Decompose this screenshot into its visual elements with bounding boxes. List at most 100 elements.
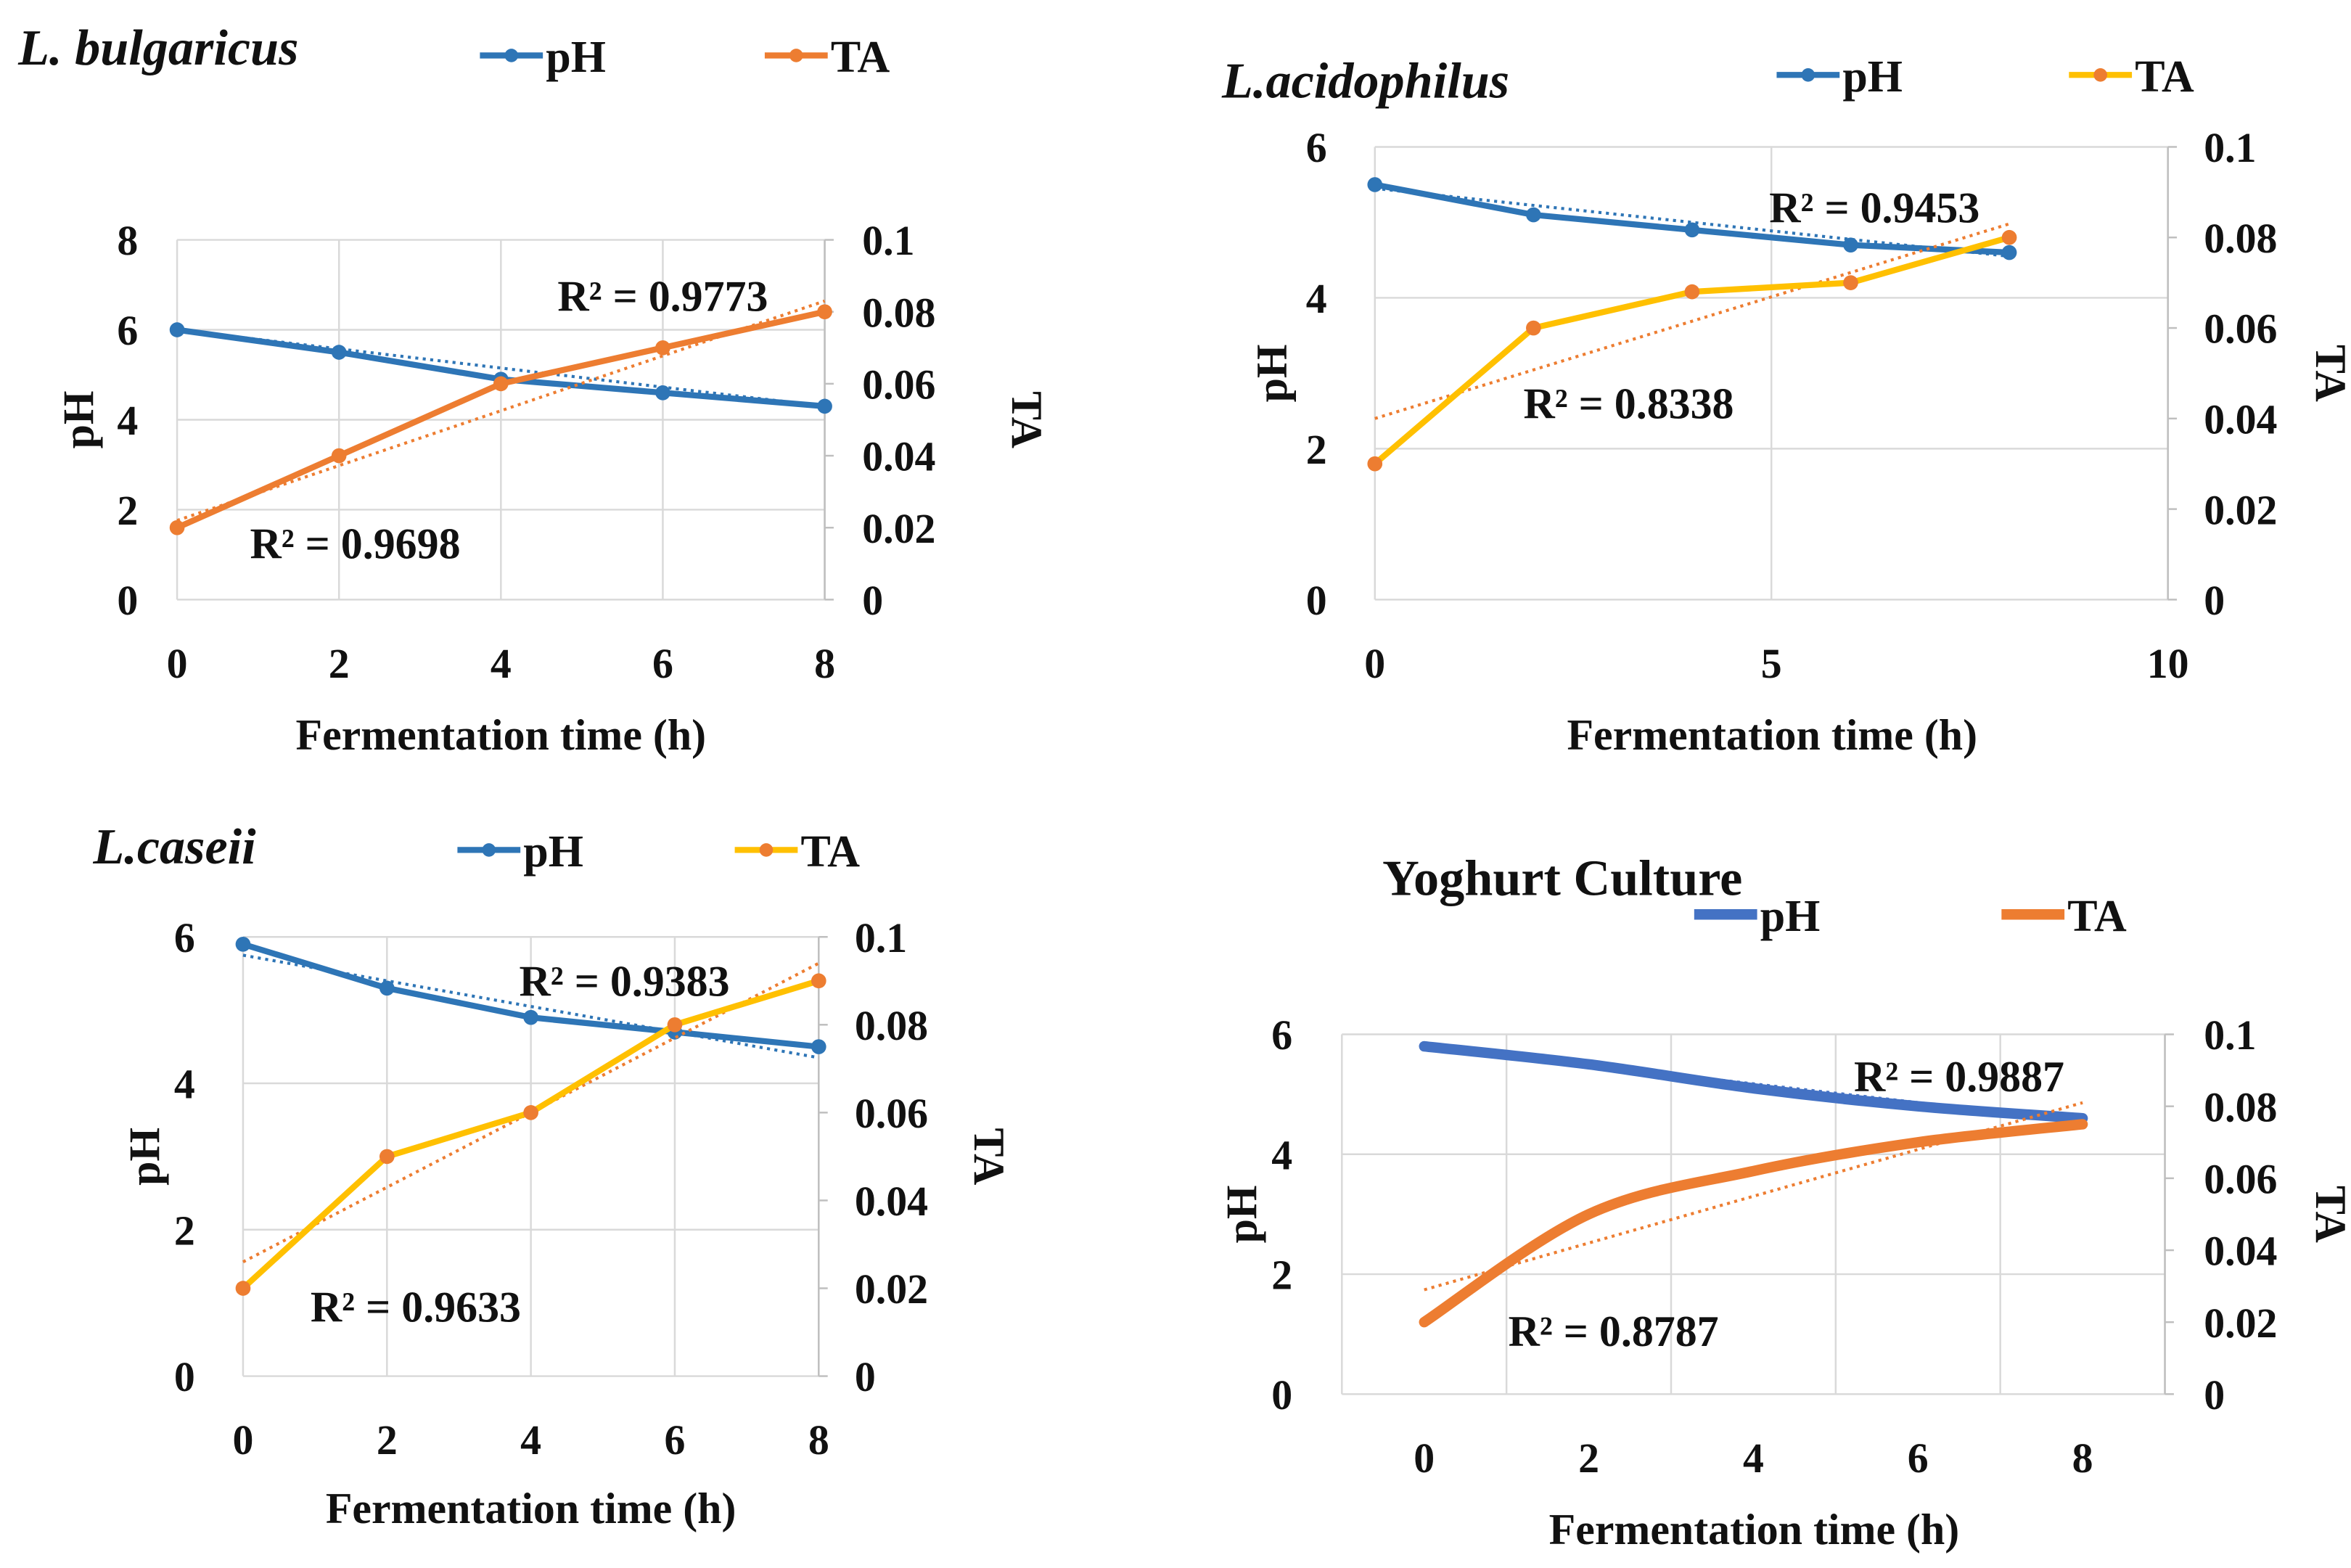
r-squared-label: R² = 0.9453 [1769,184,1979,231]
right-tick-label: 0 [855,1353,876,1400]
legend-label: TA [831,33,890,82]
r-squared-label: R² = 0.9383 [520,957,730,1005]
left-tick-label: 4 [117,397,138,444]
r-squared-label: R² = 0.8787 [1509,1308,1719,1355]
right-tick-label: 0.1 [2204,1011,2256,1059]
right-tick-label: 0.06 [862,361,935,409]
data-point-ta [811,973,826,989]
left-tick-label: 2 [1306,426,1327,473]
right-tick-label: 0.08 [2204,215,2277,262]
chart-title: L.acidophilus [1221,52,1509,109]
x-tick-label: 2 [377,1416,398,1464]
left-tick-label: 8 [117,217,138,264]
x-axis-label: Fermentation time (h) [326,1485,737,1532]
series-line-ta [1419,1119,2088,1328]
right-tick-label: 0.08 [862,289,935,336]
data-point-ph [523,1009,538,1025]
left-tick-label: 0 [1306,577,1327,624]
r-squared-label: R² = 0.9633 [311,1283,521,1331]
legend-label: pH [1842,52,1903,102]
data-point-ph [331,345,347,360]
legend-label: TA [2067,892,2127,941]
data-point-ph [655,385,670,401]
left-tick-label: 6 [117,307,138,354]
chart-title: L.caseii [92,818,256,875]
right-tick-label: 0.04 [862,433,935,480]
chart-3: 0 0.02 0.04 0.06 0.08 0.1 0 2 4 6 0 2 4 6 8 Fermentatio… [1218,850,2351,1553]
data-point-ta [169,520,185,535]
trendline-ph [1374,186,2010,258]
data-point-ta [379,1149,395,1165]
r-squared-label: R² = 0.9698 [250,520,460,568]
y2-axis-label: TA [965,1128,1013,1186]
x-tick-label: 6 [652,640,673,687]
r-squared-label: R² = 0.8338 [1523,380,1733,428]
right-tick-label: 0.02 [2204,1300,2277,1347]
x-axis-label: Fermentation time (h) [296,711,707,759]
right-tick-label: 0.06 [855,1090,928,1137]
legend-label: TA [2135,52,2194,102]
legend-label: pH [1760,892,1821,941]
legend-marker [2093,68,2107,82]
right-tick-label: 0.06 [2204,305,2277,353]
right-tick-label: 0.08 [855,1002,928,1049]
data-point-ph [2001,245,2017,260]
y-axis-label: pH [1218,1185,1266,1243]
right-tick-label: 0.02 [2204,486,2277,533]
data-point-ph [1684,222,1700,238]
x-tick-label: 5 [1761,640,1782,687]
y-axis-label: pH [1248,344,1296,402]
y2-axis-label: TA [2307,345,2351,402]
left-tick-label: 6 [1306,124,1327,171]
x-tick-label: 8 [2072,1434,2093,1482]
x-axis-label: Fermentation time (h) [1567,711,1977,759]
data-point-ph [1843,237,1858,253]
legend-marker [789,49,803,62]
right-tick-label: 0.08 [2204,1083,2277,1130]
data-point-ta [1367,456,1383,472]
right-tick-label: 0.04 [2204,395,2277,443]
left-tick-label: 4 [1306,275,1327,322]
x-tick-label: 0 [233,1416,254,1464]
data-point-ta [523,1105,538,1120]
left-tick-label: 0 [117,577,138,624]
x-tick-label: 6 [665,1416,686,1464]
x-tick-label: 4 [520,1416,541,1464]
data-point-ta [667,1017,683,1033]
x-tick-label: 0 [167,640,188,687]
right-tick-label: 0.04 [855,1178,928,1225]
data-point-ta [655,340,670,356]
right-tick-label: 0 [2204,577,2225,624]
x-tick-label: 8 [808,1416,829,1464]
x-tick-label: 2 [329,640,350,687]
data-point-ta [1684,284,1700,300]
data-point-ta [2001,229,2017,245]
data-point-ta [493,376,509,392]
data-point-ta [817,304,832,320]
left-tick-label: 0 [1271,1371,1292,1419]
legend-marker [1801,68,1815,82]
trendline-ta [1374,222,2010,420]
data-point-ph [1526,207,1541,223]
legend-label: pH [523,827,583,877]
legend-marker [759,843,774,857]
data-point-ta [1526,320,1541,336]
legend-marker [482,843,496,857]
chart-1: 0 0.02 0.04 0.06 0.08 0.1 0 2 4 6 0 5 10 Fermentation… [1221,52,2351,759]
y2-axis-label: TA [1003,391,1051,448]
data-point-ph [1367,177,1383,192]
left-tick-label: 4 [1271,1131,1292,1178]
x-tick-label: 4 [1743,1434,1764,1482]
data-point-ph [379,980,395,996]
x-tick-label: 0 [1364,640,1385,687]
left-tick-label: 2 [1271,1252,1292,1299]
data-point-ph [817,398,832,414]
y2-axis-label: TA [2307,1186,2351,1243]
x-tick-label: 10 [2147,640,2189,687]
right-tick-label: 0.06 [2204,1156,2277,1203]
r-squared-label: R² = 0.9887 [1854,1053,2064,1101]
left-tick-label: 0 [174,1353,195,1400]
